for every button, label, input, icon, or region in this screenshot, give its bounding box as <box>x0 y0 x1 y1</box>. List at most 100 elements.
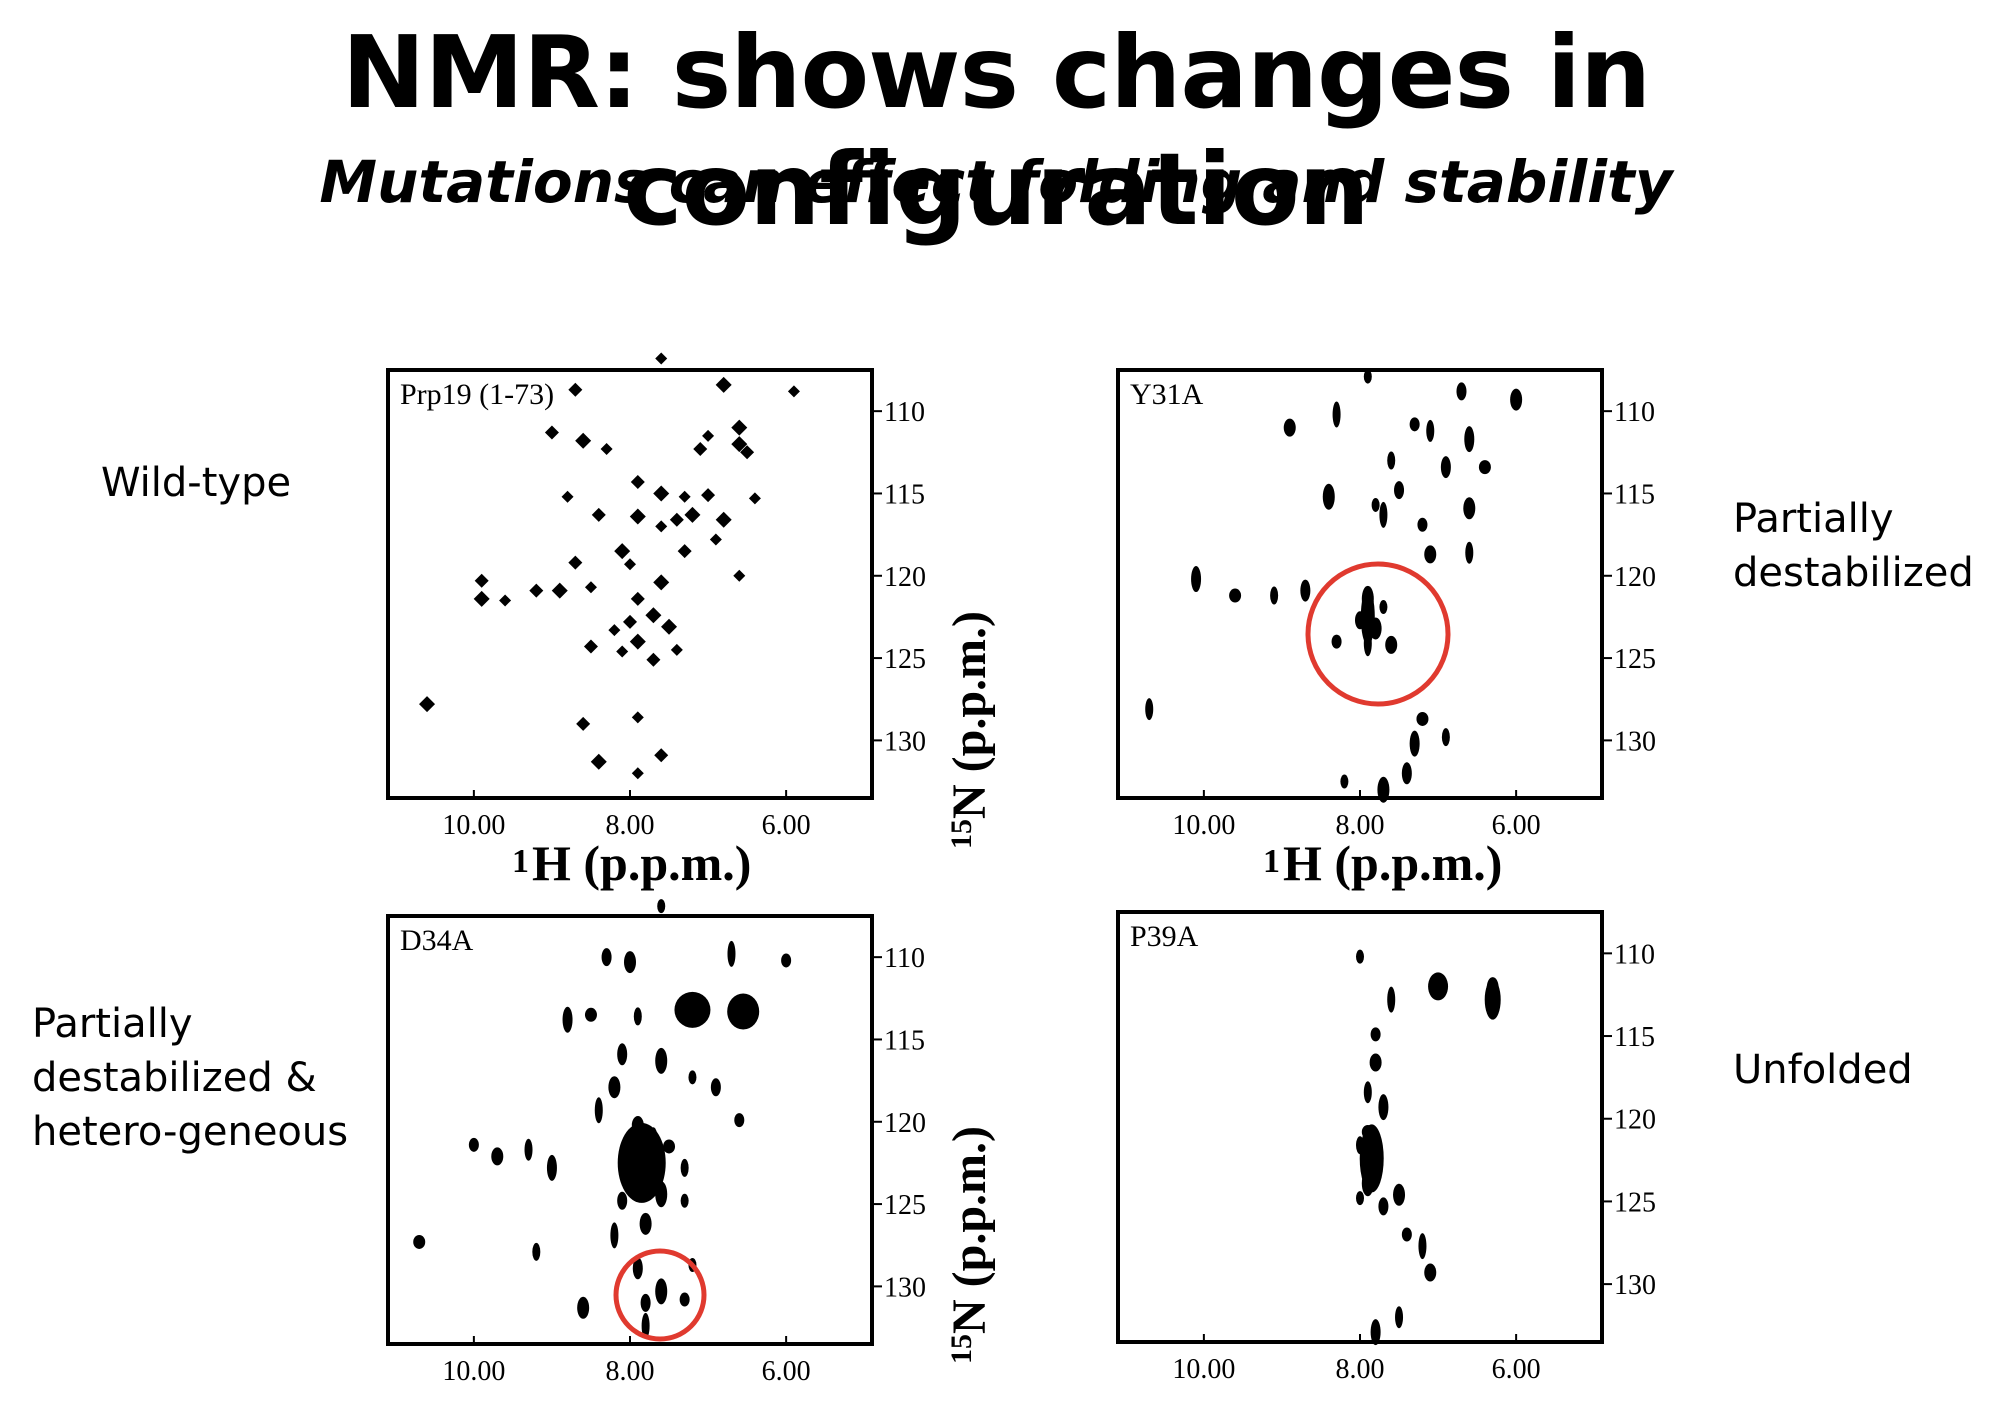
nmr-peak <box>655 1278 668 1305</box>
highlight-circle <box>1305 561 1451 707</box>
nmr-peak <box>584 1007 597 1022</box>
nmr-peak <box>1283 418 1296 437</box>
nmr-peak <box>1385 635 1398 654</box>
nmr-peak <box>1409 730 1420 757</box>
nmr-peak <box>1441 728 1450 747</box>
nmr-peak <box>1378 1094 1389 1121</box>
nmr-peak <box>575 432 592 449</box>
nmr-peak <box>631 767 644 780</box>
nmr-peak <box>733 569 746 582</box>
y-tick-label: 115 <box>1614 1022 1655 1053</box>
nmr-peak <box>1395 1306 1404 1329</box>
nmr-peak <box>1363 1081 1372 1104</box>
nmr-peak <box>624 558 636 571</box>
nmr-peak <box>468 1137 479 1152</box>
nmr-peak <box>1370 1027 1381 1042</box>
nmr-peak <box>1463 497 1476 520</box>
nmr-peak <box>1387 986 1396 1013</box>
nmr-peak <box>645 607 662 624</box>
nmr-panel: P39A 10.00 8.00 6.00 110 115 120 125 130 <box>1116 910 1656 1385</box>
nmr-peak <box>594 1097 603 1124</box>
nmr-peak <box>576 716 591 731</box>
nmr-peak <box>1379 501 1388 528</box>
nmr-peak <box>546 1154 557 1181</box>
y-tick-label: 130 <box>1614 1270 1656 1301</box>
x-tick-label: 8.00 <box>606 810 655 841</box>
y-tick-label: 120 <box>1614 562 1656 593</box>
nmr-peak <box>709 533 722 546</box>
peak-cluster <box>674 991 711 1028</box>
x-tick-label: 6.00 <box>762 810 811 841</box>
y-tick-label: 120 <box>884 562 926 593</box>
nmr-peak <box>551 582 568 599</box>
nmr-peak <box>1300 579 1311 602</box>
nmr-peak <box>679 1292 690 1307</box>
nmr-peak <box>653 485 670 502</box>
x-tick-label: 10.00 <box>1172 1354 1235 1385</box>
slide-title: NMR: shows changes in configuration <box>341 14 1652 248</box>
peak-cluster <box>1359 1124 1384 1193</box>
nmr-peak <box>661 618 678 635</box>
nmr-peak <box>1393 1183 1406 1206</box>
y-tick-label: 130 <box>1614 726 1656 757</box>
nmr-peak <box>1370 1319 1381 1346</box>
y-tick-label: 125 <box>884 1190 926 1221</box>
nmr-peak <box>1416 711 1429 726</box>
y-axis-label-bottom: 15N (p.p.m.) <box>943 1126 996 1364</box>
label-partially-destabilized-heterogeneous: Partially destabilized & hetero-geneous <box>32 997 348 1159</box>
x-axis-label-top-right: H (p.p.m.) <box>1283 835 1502 891</box>
nmr-peak <box>1418 1233 1427 1260</box>
peak-cluster <box>1360 588 1375 645</box>
nmr-peak <box>678 490 691 503</box>
x-tick-label: 8.00 <box>606 1356 655 1387</box>
y-axis-label-sup: 15 <box>945 1334 978 1364</box>
nmr-peak <box>1270 586 1279 605</box>
nmr-peak <box>473 590 490 607</box>
nmr-peak <box>629 508 646 525</box>
x-axis-label-sup: 1 <box>512 843 529 880</box>
nmr-peak <box>1379 600 1388 615</box>
nmr-peak <box>1401 1227 1412 1242</box>
nmr-peak <box>608 1076 621 1099</box>
nmr-peak <box>630 591 645 606</box>
nmr-peak <box>715 376 732 393</box>
nmr-peak <box>562 1006 573 1033</box>
panel-title: Y31A <box>1130 378 1204 411</box>
x-tick-label: 10.00 <box>442 1356 505 1387</box>
y-tick-label: 110 <box>884 397 925 428</box>
label-unfolded: Unfolded <box>1733 1047 1913 1093</box>
nmr-panel: D34A 10.00 8.00 6.00 110 115 120 125 130 <box>386 899 926 1387</box>
nmr-peak <box>629 633 646 650</box>
nmr-peak <box>1371 497 1380 512</box>
nmr-peak <box>1424 545 1437 564</box>
label-partially-destabilized: Partially destabilized <box>1733 492 1974 600</box>
peak-cluster <box>1484 979 1501 1020</box>
x-tick-label: 10.00 <box>442 810 505 841</box>
nmr-peak <box>623 614 637 629</box>
nmr-peak <box>646 652 661 667</box>
peak-cluster <box>1428 972 1449 1001</box>
x-tick-label: 6.00 <box>1492 810 1541 841</box>
nmr-peak <box>693 442 708 457</box>
nmr-peak <box>639 1212 652 1235</box>
nmr-peak <box>632 1257 643 1280</box>
nmr-peak <box>740 445 755 460</box>
panel-title: D34A <box>400 924 474 957</box>
x-axis-label-sup: 1 <box>1263 843 1280 880</box>
nmr-peak <box>670 643 683 656</box>
plot-frame <box>1116 910 1604 1344</box>
nmr-peak <box>624 951 636 974</box>
x-tick-label: 8.00 <box>1336 1354 1385 1385</box>
nmr-peak <box>684 506 701 523</box>
nmr-peak <box>1409 417 1420 432</box>
nmr-peak <box>680 1193 689 1208</box>
x-tick-label: 6.00 <box>762 1356 811 1387</box>
nmr-peak <box>617 1043 628 1066</box>
y-tick-label: 125 <box>1614 644 1656 675</box>
nmr-peak <box>663 1139 676 1154</box>
nmr-peak <box>608 624 621 637</box>
nmr-peak <box>614 543 631 560</box>
nmr-peak <box>1478 460 1491 475</box>
y-axis-label-sup: 15 <box>945 819 978 849</box>
nmr-peak <box>1456 382 1467 401</box>
